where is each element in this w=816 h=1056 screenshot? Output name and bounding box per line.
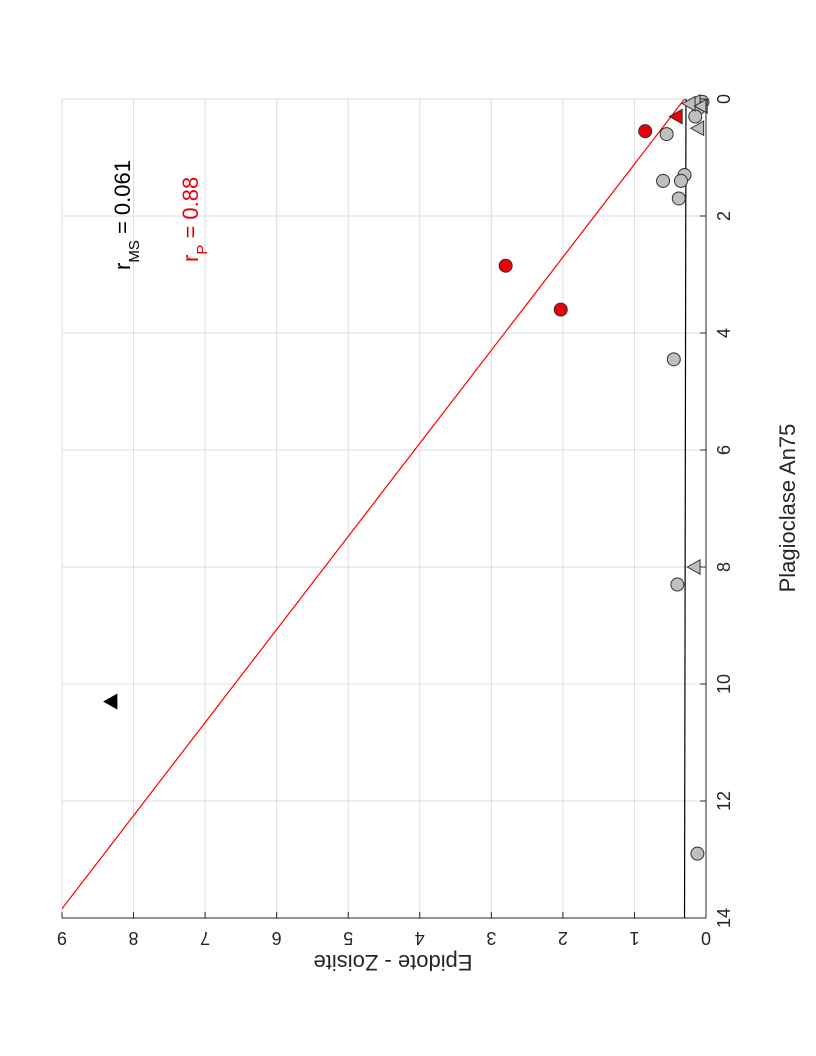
data-point [693, 97, 708, 115]
x-tick-label: 8 [714, 562, 734, 572]
y-tick-label: 5 [343, 928, 353, 948]
data-point [659, 127, 674, 142]
x-tick-label: 2 [714, 211, 734, 221]
fit-lines [62, 99, 687, 918]
r-ms-annotation: rMS = 0.061 [110, 160, 143, 270]
x-axis-label: Plagioclase An75 [775, 424, 800, 593]
data-point [671, 191, 686, 206]
data-point [690, 846, 705, 861]
data-points [103, 93, 710, 861]
x-tick-label: 4 [714, 328, 734, 338]
x-tick-label: 0 [714, 94, 734, 104]
data-point [686, 558, 701, 576]
x-tick-label: 14 [714, 908, 734, 928]
data-point [670, 577, 685, 592]
data-point [689, 120, 705, 137]
y-tick-label: 7 [200, 928, 210, 948]
fit-line [683, 99, 687, 918]
y-tick-label: 0 [701, 928, 711, 948]
data-point [666, 352, 681, 367]
y-tick-label: 6 [272, 928, 282, 948]
x-tick-label: 12 [714, 791, 734, 811]
y-tick-label: 2 [558, 928, 568, 948]
y-tick-labels: 0 1 2 3 4 5 6 7 8 9 [57, 928, 711, 948]
r-p-annotation: rP = 0.88 [178, 177, 211, 262]
data-point [673, 173, 688, 188]
x-tick-label: 6 [714, 445, 734, 455]
data-point [656, 173, 671, 188]
data-point [668, 108, 683, 125]
y-tick-label: 3 [486, 928, 496, 948]
x-tick-label: 10 [714, 674, 734, 694]
data-point [553, 302, 568, 317]
y-tick-label: 9 [57, 928, 67, 948]
fit-line [62, 99, 686, 910]
x-tick-labels: 0 2 4 6 8 10 12 14 [714, 94, 734, 928]
data-point [103, 693, 118, 710]
y-axis-label: Epidote - Zoisite [314, 950, 473, 975]
data-point [638, 124, 653, 139]
y-tick-label: 4 [415, 928, 425, 948]
data-point [688, 109, 703, 124]
y-tick-label: 1 [629, 928, 639, 948]
data-point [681, 95, 696, 112]
data-point [498, 258, 513, 273]
plot-frame [61, 98, 707, 919]
grid-lines [61, 98, 707, 919]
y-tick-label: 8 [129, 928, 139, 948]
